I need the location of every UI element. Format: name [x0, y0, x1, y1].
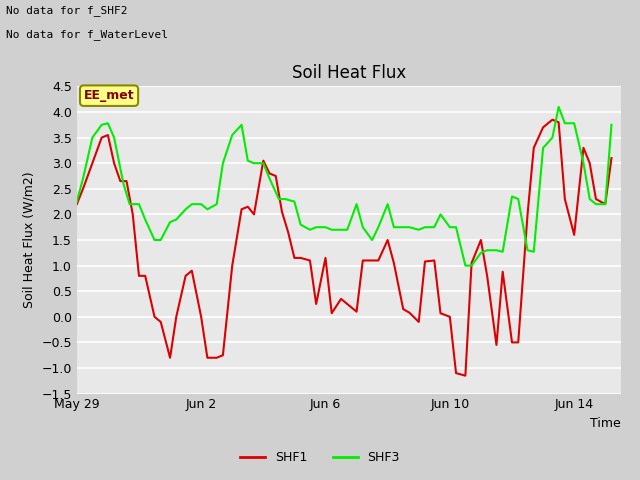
X-axis label: Time: Time [590, 417, 621, 430]
Text: No data for f_WaterLevel: No data for f_WaterLevel [6, 29, 168, 40]
Text: No data for f_SHF2: No data for f_SHF2 [6, 5, 128, 16]
Legend: SHF1, SHF3: SHF1, SHF3 [235, 446, 405, 469]
Y-axis label: Soil Heat Flux (W/m2): Soil Heat Flux (W/m2) [23, 172, 36, 308]
Text: EE_met: EE_met [84, 89, 134, 102]
Title: Soil Heat Flux: Soil Heat Flux [292, 64, 406, 82]
